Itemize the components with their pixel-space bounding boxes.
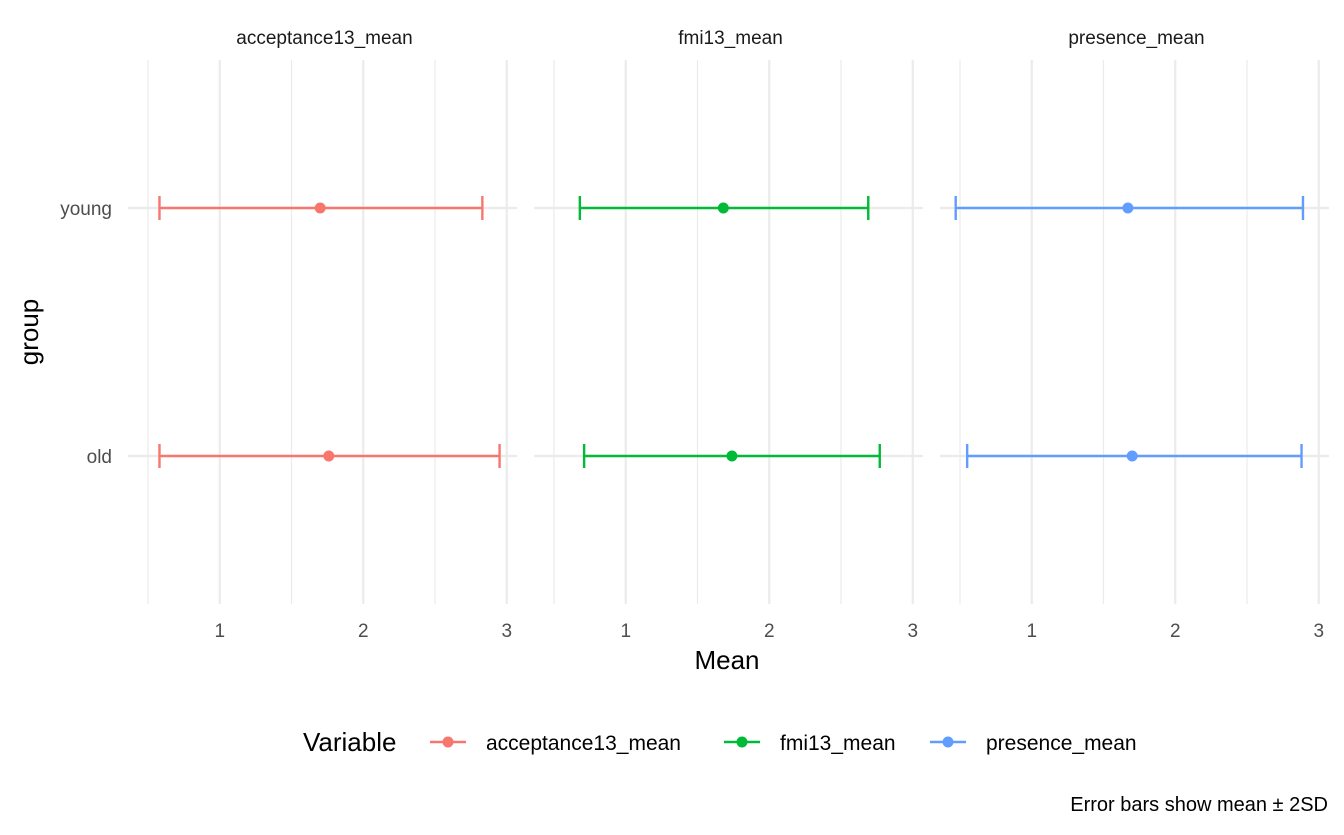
x-tick-label: 1	[214, 621, 225, 642]
caption: Error bars show mean ± 2SD	[1070, 794, 1328, 816]
x-tick-label: 1	[1026, 621, 1037, 642]
legend-label: acceptance13_mean	[486, 732, 681, 755]
x-axis-title: Mean	[694, 645, 759, 675]
facet-panel: presence_mean 1 2 3	[940, 28, 1329, 642]
facet-panel: fmi13_mean 1 2 3	[534, 28, 923, 642]
legend-key-point	[442, 736, 454, 748]
facet-strip-label: fmi13_mean	[678, 28, 783, 49]
x-tick-label: 3	[501, 621, 512, 642]
x-tick-label: 1	[620, 621, 631, 642]
x-tick-label: 2	[1170, 621, 1181, 642]
mean-point	[1126, 450, 1138, 462]
legend-label: fmi13_mean	[780, 732, 896, 755]
mean-point	[1122, 202, 1134, 214]
legend-items: acceptance13_mean fmi13_mean presence_mean	[430, 732, 1137, 755]
y-axis-title: group	[14, 299, 44, 366]
x-tick-label: 2	[764, 621, 775, 642]
x-tick-label: 3	[907, 621, 918, 642]
facet-strip-label: acceptance13_mean	[236, 28, 412, 49]
mean-point	[314, 202, 326, 214]
mean-point	[717, 202, 729, 214]
legend-key-point	[942, 736, 954, 748]
legend-label: presence_mean	[986, 732, 1137, 755]
legend-title: Variable	[303, 727, 396, 757]
facet-strip-label: presence_mean	[1068, 28, 1204, 49]
x-tick-label: 2	[358, 621, 369, 642]
mean-point	[323, 450, 335, 462]
y-axis: young old	[60, 199, 112, 468]
y-tick-label: old	[87, 447, 112, 468]
y-tick-label: young	[60, 199, 112, 220]
mean-point	[726, 450, 738, 462]
x-tick-label: 3	[1313, 621, 1324, 642]
legend-key-point	[736, 736, 748, 748]
facet-panel: acceptance13_mean 1 2 3	[128, 28, 517, 642]
legend: Variable acceptance13_mean fmi13_mean pres…	[303, 727, 1137, 757]
